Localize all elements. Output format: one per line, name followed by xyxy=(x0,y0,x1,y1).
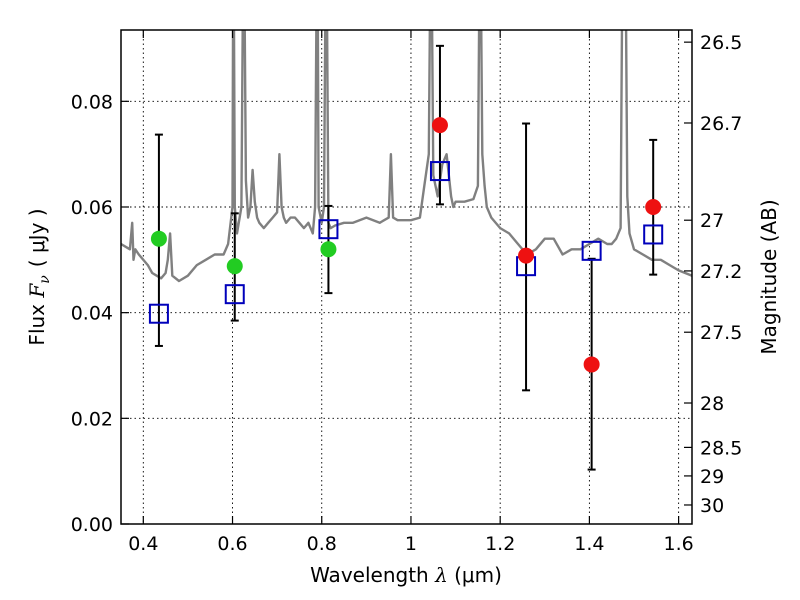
y-tick-labels: 0.00 0.02 0.04 0.06 0.08 xyxy=(71,91,113,536)
right-tick-label: 26.7 xyxy=(700,113,742,135)
y-axis-label: Flux Fν( μJy ) xyxy=(25,208,53,345)
nondetection-point xyxy=(431,117,448,134)
detection-point xyxy=(150,230,167,247)
plot-frame xyxy=(120,29,693,525)
right-tick-label: 27.5 xyxy=(700,322,742,344)
x-tick-label: 1.6 xyxy=(664,533,694,555)
x-tick-labels: 0.4 0.6 0.8 1 1.2 1.4 1.6 xyxy=(128,533,694,555)
right-tick-label: 29 xyxy=(700,466,724,488)
model-points xyxy=(148,161,664,324)
nondetection-point xyxy=(645,198,662,215)
y-tick-label: 0.06 xyxy=(71,197,113,219)
spectrum-line xyxy=(121,30,692,283)
detection-point xyxy=(226,258,243,275)
x-tick-label: 0.8 xyxy=(307,533,337,555)
right-tick-label: 28.5 xyxy=(700,437,742,459)
x-tick-label: 1.2 xyxy=(485,533,515,555)
right-tick-label: 26.5 xyxy=(700,32,742,54)
model-point xyxy=(429,161,450,182)
model-point xyxy=(148,303,169,324)
x-axis-label: Wavelength λ (μm) xyxy=(310,563,502,587)
right-axis-label: Magnitude (AB) xyxy=(757,199,781,354)
y-tick-label: 0.08 xyxy=(71,91,113,113)
y-tick-label: 0.00 xyxy=(71,514,113,536)
right-tick-label: 27.2 xyxy=(700,261,742,283)
y-tick-label: 0.02 xyxy=(71,408,113,430)
x-tick-label: 1.4 xyxy=(574,533,604,555)
ticks xyxy=(121,30,692,525)
model-point xyxy=(581,240,602,261)
model-point xyxy=(224,284,245,305)
flux-points xyxy=(150,117,662,373)
right-tick-label: 28 xyxy=(700,393,724,415)
nondetection-point xyxy=(518,247,535,264)
model-point xyxy=(318,219,339,240)
right-tick-label: 30 xyxy=(700,495,724,517)
x-tick-label: 1 xyxy=(405,533,417,555)
model-point xyxy=(643,224,664,245)
x-tick-label: 0.4 xyxy=(128,533,158,555)
right-tick-label: 27 xyxy=(700,210,724,232)
detection-point xyxy=(320,241,337,258)
x-tick-label: 0.6 xyxy=(217,533,247,555)
nondetection-point xyxy=(583,356,600,373)
right-tick-labels: 26.5 26.7 27 27.2 27.5 28 28.5 29 30 xyxy=(700,32,742,517)
y-tick-label: 0.04 xyxy=(71,303,113,325)
